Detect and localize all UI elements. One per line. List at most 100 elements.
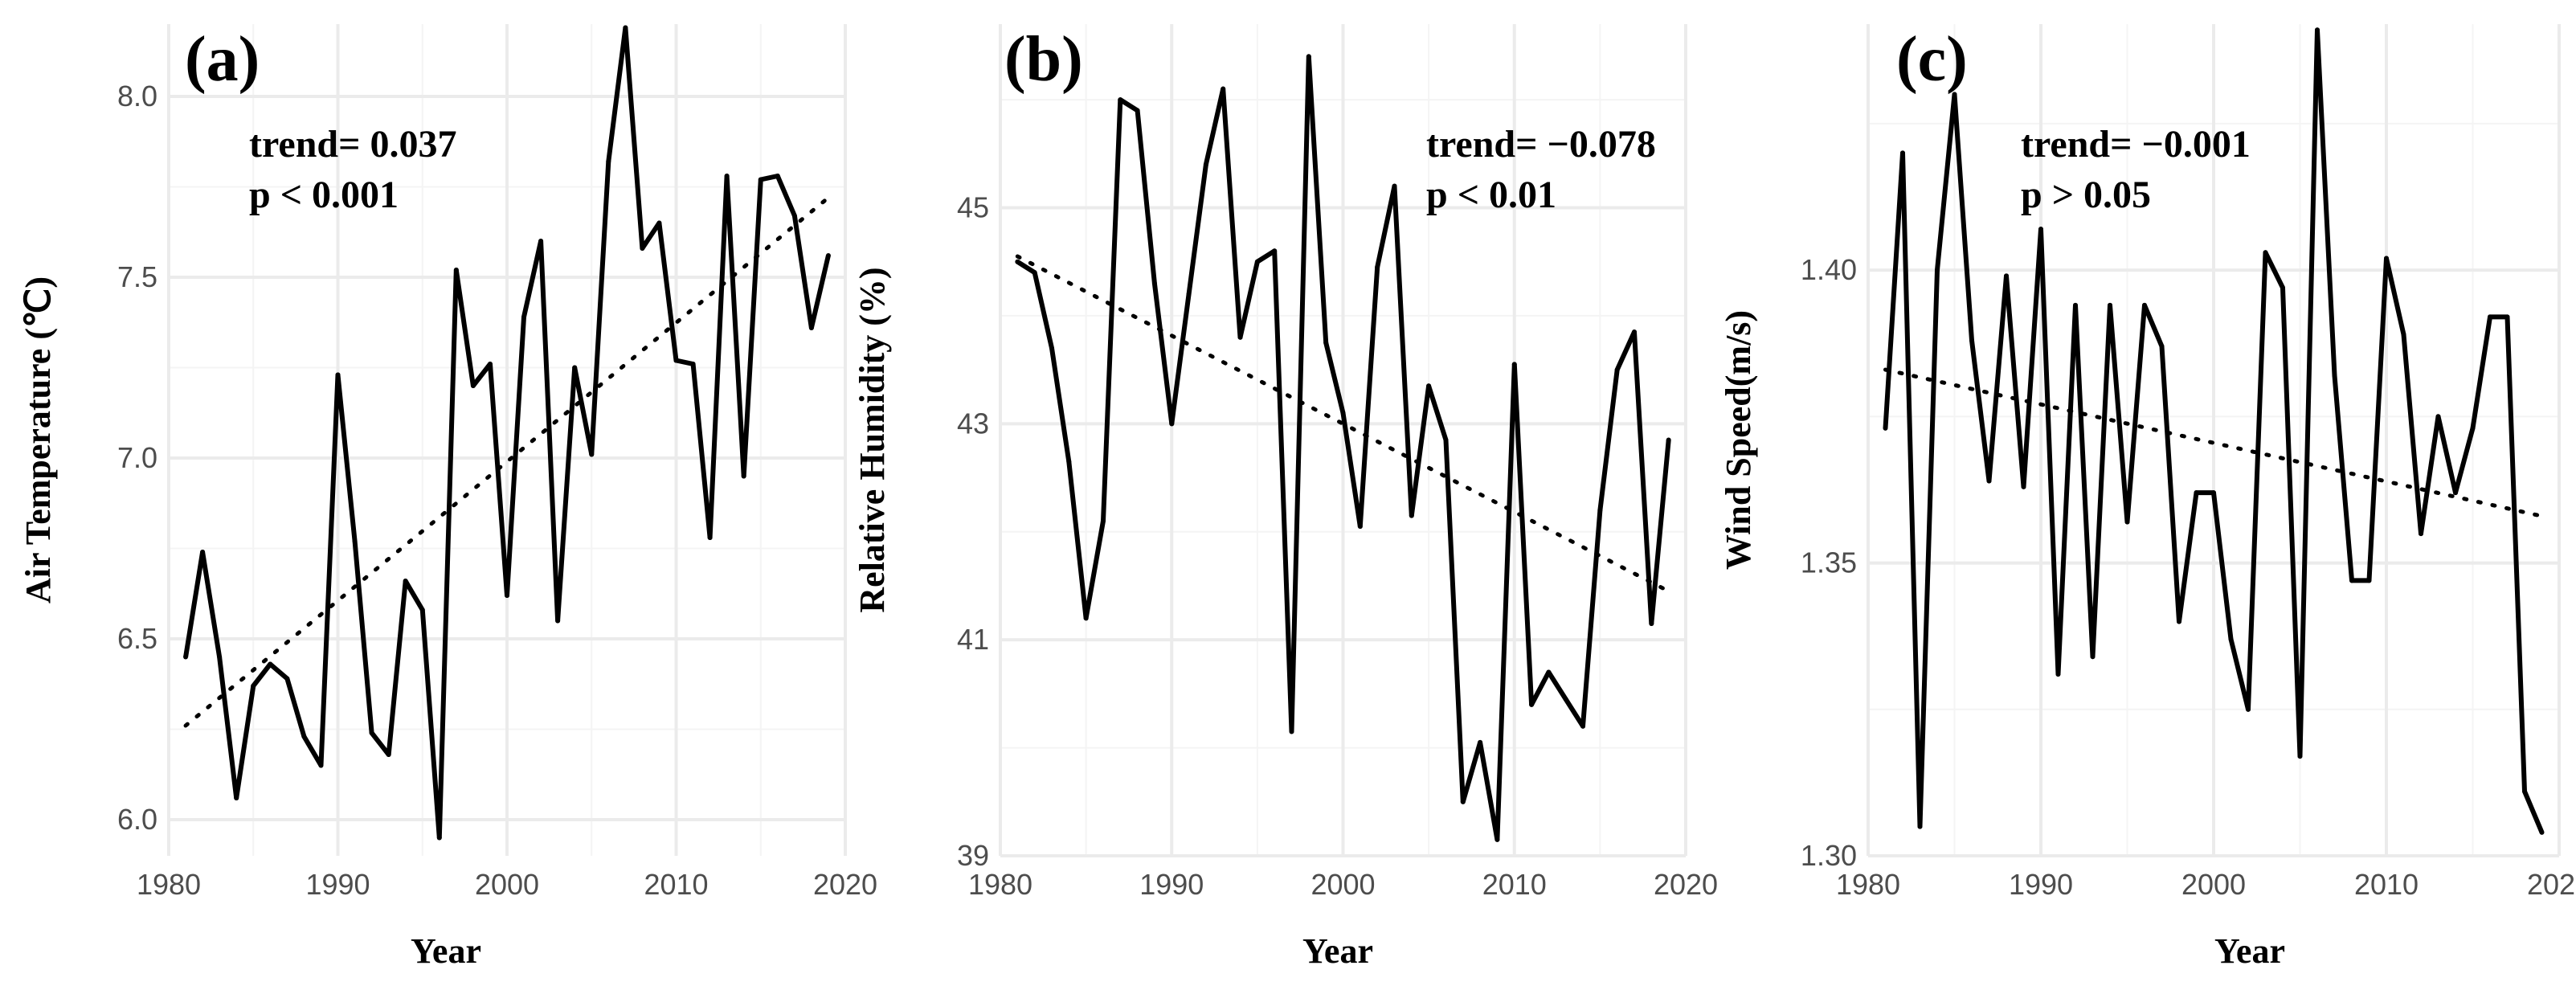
data-point xyxy=(2228,636,2234,642)
data-point xyxy=(352,538,358,544)
data-point xyxy=(673,358,679,363)
data-point xyxy=(1409,513,1414,518)
data-point xyxy=(268,661,273,667)
data-point xyxy=(2453,490,2458,496)
data-point xyxy=(808,325,814,330)
trend-annotation: trend= −0.078 xyxy=(1426,123,1656,166)
x-tick-label: 2020 xyxy=(1654,868,1718,901)
data-point xyxy=(1580,723,1586,729)
trend-annotation: trend= −0.001 xyxy=(2021,123,2251,166)
data-point xyxy=(1883,425,1888,431)
x-tick-label: 1980 xyxy=(968,868,1032,901)
x-tick-label: 2010 xyxy=(644,868,708,901)
data-point xyxy=(2194,490,2199,496)
data-point xyxy=(1169,421,1175,427)
y-tick-label: 6.5 xyxy=(117,622,157,655)
data-point xyxy=(741,473,746,479)
data-point xyxy=(1237,334,1243,340)
data-point xyxy=(1032,270,1037,276)
data-point xyxy=(1969,338,1974,343)
data-point xyxy=(419,608,425,612)
data-point xyxy=(318,763,324,768)
data-point xyxy=(436,835,442,841)
data-point xyxy=(2073,302,2078,308)
data-point xyxy=(758,177,763,182)
data-point xyxy=(2004,273,2009,279)
data-point xyxy=(1254,259,1260,264)
data-point xyxy=(1666,437,1671,443)
data-point xyxy=(453,268,459,272)
x-tick-label: 1990 xyxy=(305,868,370,901)
data-point xyxy=(1597,507,1603,513)
y-tick-label: 6.0 xyxy=(117,803,157,836)
y-tick-label: 1.40 xyxy=(1801,253,1857,286)
data-point xyxy=(2038,227,2043,232)
y-axis-title: Air Temperature (℃) xyxy=(18,276,58,603)
data-point xyxy=(2090,654,2096,660)
data-point xyxy=(521,314,527,320)
x-axis-title: Year xyxy=(2214,931,2285,971)
data-point xyxy=(1340,410,1346,415)
data-point xyxy=(2159,343,2165,349)
data-point xyxy=(2488,314,2492,320)
y-tick-label: 39 xyxy=(957,839,989,872)
data-point xyxy=(403,579,408,583)
data-point xyxy=(1272,248,1278,254)
data-point xyxy=(487,362,493,366)
data-point xyxy=(2522,788,2527,794)
data-point xyxy=(2384,256,2389,261)
data-point xyxy=(1460,799,1466,804)
data-point xyxy=(1015,259,1020,264)
data-point xyxy=(301,734,307,739)
y-tick-label: 1.35 xyxy=(1801,546,1857,579)
data-point xyxy=(1100,518,1106,524)
data-point xyxy=(791,213,797,219)
data-point xyxy=(589,452,595,457)
trend-line xyxy=(1015,254,1671,594)
p-value-annotation: p < 0.01 xyxy=(1426,174,1556,216)
data-point xyxy=(2470,425,2476,431)
y-tick-label: 43 xyxy=(957,407,989,440)
data-point xyxy=(1443,437,1449,443)
y-axis-title: Relative Humidity (%) xyxy=(853,267,892,612)
data-point xyxy=(1135,108,1140,113)
data-point xyxy=(2435,414,2441,419)
data-point xyxy=(2315,27,2320,33)
data-point xyxy=(217,654,223,660)
data-point xyxy=(1066,459,1072,464)
data-point xyxy=(555,618,561,624)
y-tick-label: 8.0 xyxy=(117,80,157,113)
data-point xyxy=(2419,531,2423,537)
data-point xyxy=(1529,702,1535,707)
data-point xyxy=(1952,92,1957,97)
x-tick-label: 2000 xyxy=(1310,868,1375,901)
data-point xyxy=(183,654,189,660)
x-tick-label: 1980 xyxy=(137,868,201,901)
data-point xyxy=(1494,837,1500,842)
data-point xyxy=(825,253,831,258)
data-point xyxy=(1546,669,1552,675)
data-point xyxy=(1289,729,1294,734)
panel-c: 1980 1990 2000 2010 2020 1.30 1.35 1.40 Year Wind… xyxy=(1719,24,2576,971)
data-point xyxy=(707,535,713,540)
data-point xyxy=(1203,162,1208,167)
data-point xyxy=(572,365,578,370)
p-value-annotation: p > 0.05 xyxy=(2021,174,2151,216)
data-point xyxy=(640,246,645,251)
y-tick-label: 45 xyxy=(957,191,989,224)
data-point xyxy=(1935,268,1940,273)
x-tick-label: 1990 xyxy=(1139,868,1204,901)
data-point xyxy=(2280,284,2285,290)
data-point xyxy=(606,159,611,164)
data-point xyxy=(369,730,374,735)
data-point xyxy=(284,676,290,681)
data-point xyxy=(335,372,341,378)
y-axis-title: Wind Speed(m/s) xyxy=(1719,310,1758,570)
x-tick-label: 2000 xyxy=(2181,868,2246,901)
data-point xyxy=(2055,672,2061,677)
x-tick-label: 2010 xyxy=(2354,868,2419,901)
data-point xyxy=(1563,697,1568,702)
data-point xyxy=(1986,478,1992,484)
